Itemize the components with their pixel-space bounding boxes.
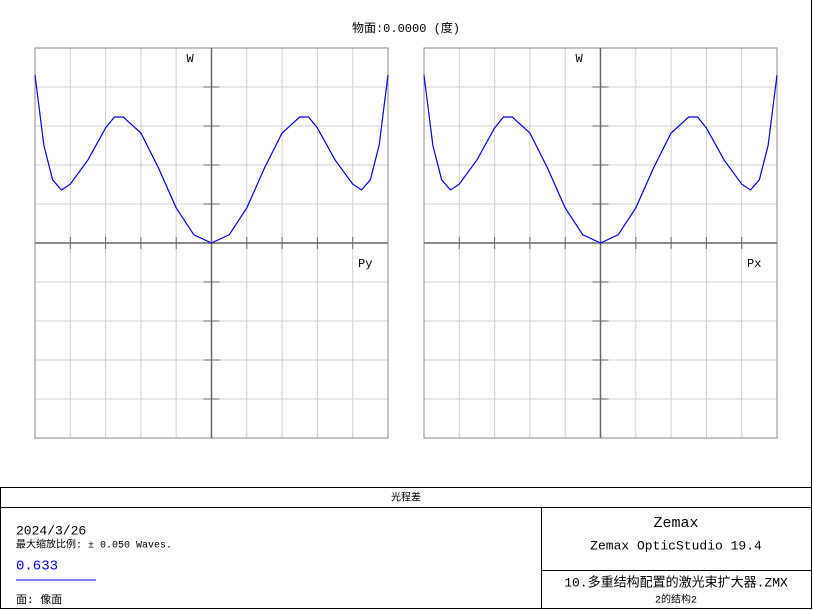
info-box — [0, 487, 812, 609]
file: 10.多重结构配置的激光束扩大器.ZMX — [564, 574, 788, 590]
date: 2024/3/26 — [16, 523, 86, 538]
wavelength: 0.633 — [16, 559, 58, 575]
y-axis-label: W — [576, 52, 584, 66]
surface: 面: 像面 — [16, 593, 62, 607]
config: 2的结构2 — [655, 593, 697, 607]
x-axis-label: Px — [747, 257, 761, 271]
product: Zemax OpticStudio 19.4 — [590, 538, 762, 553]
chart-title: 物面:0.0000 (度) — [352, 20, 460, 36]
y-axis-label: W — [187, 52, 195, 66]
data-line — [423, 74, 778, 244]
x-axis-label: Py — [358, 257, 372, 271]
data-line — [34, 74, 389, 244]
info-header: 光程差 — [391, 491, 421, 505]
scale: 最大缩放比例: ± 0.050 Waves. — [16, 538, 172, 552]
brand: Zemax — [653, 515, 698, 532]
